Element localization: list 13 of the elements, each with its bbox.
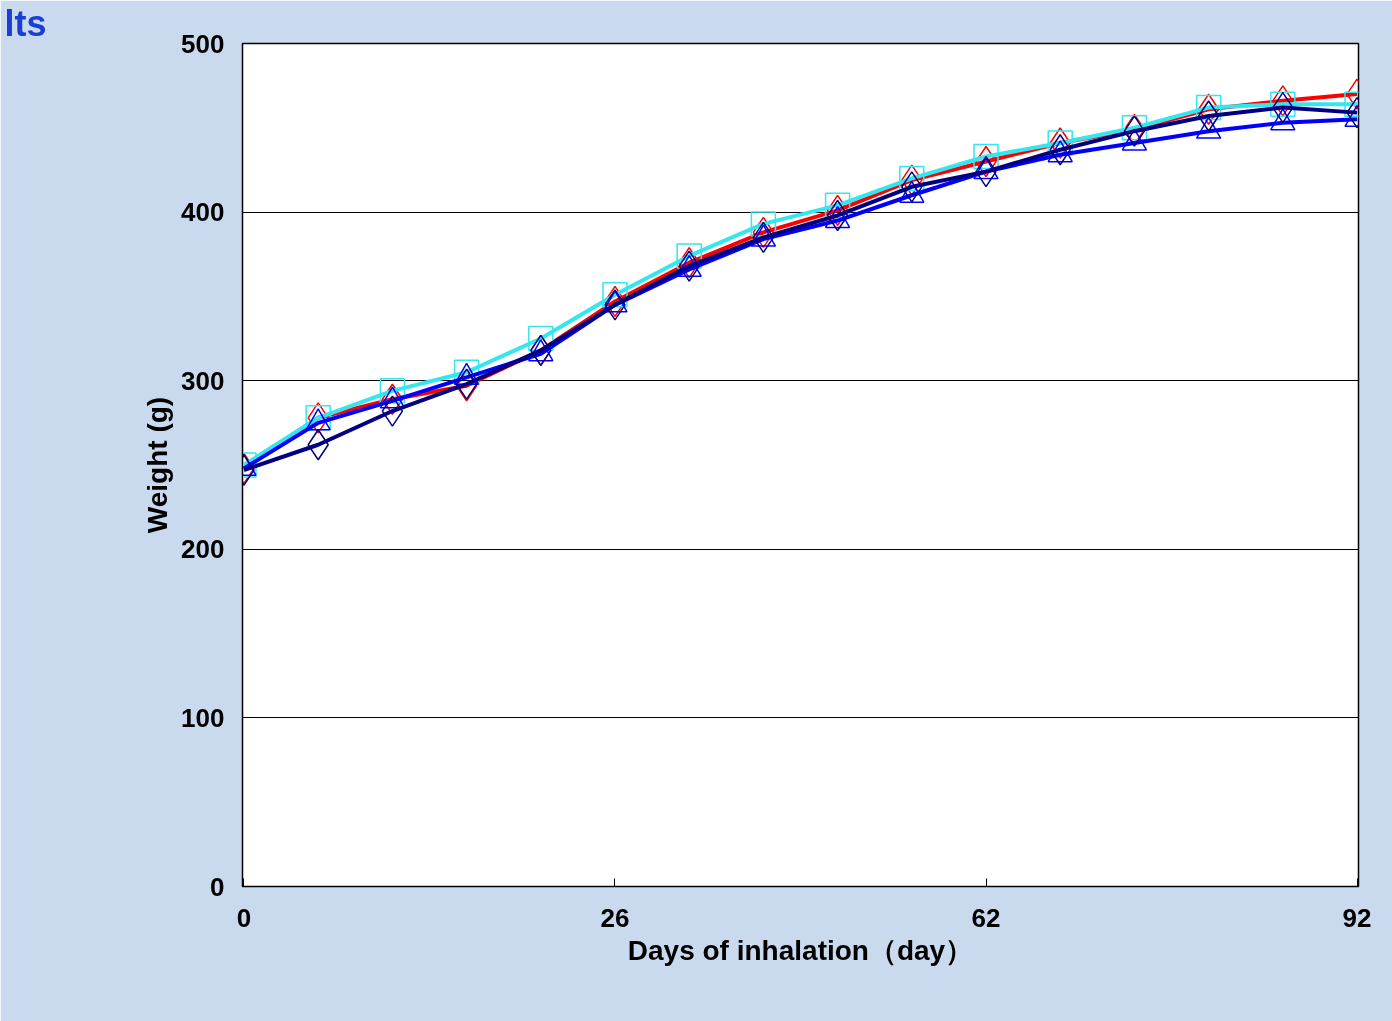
y-tick-label: 100	[181, 702, 225, 733]
y-tick-label: 300	[181, 365, 225, 396]
x-tick-label: 92	[1342, 902, 1372, 933]
x-axis-title: Days of inhalation（day）	[627, 934, 974, 966]
x-tick-label: 26	[600, 902, 630, 933]
y-axis-title: Weight (g)	[142, 396, 174, 534]
x-tick-label: 62	[971, 902, 1001, 933]
x-tick-label: 0	[236, 902, 252, 933]
y-tick-label: 500	[181, 28, 225, 59]
y-tick-label: 200	[181, 534, 225, 565]
y-tick-label: 400	[181, 197, 225, 228]
y-tick-label: 0	[210, 871, 225, 902]
text: lts	[4, 2, 47, 44]
